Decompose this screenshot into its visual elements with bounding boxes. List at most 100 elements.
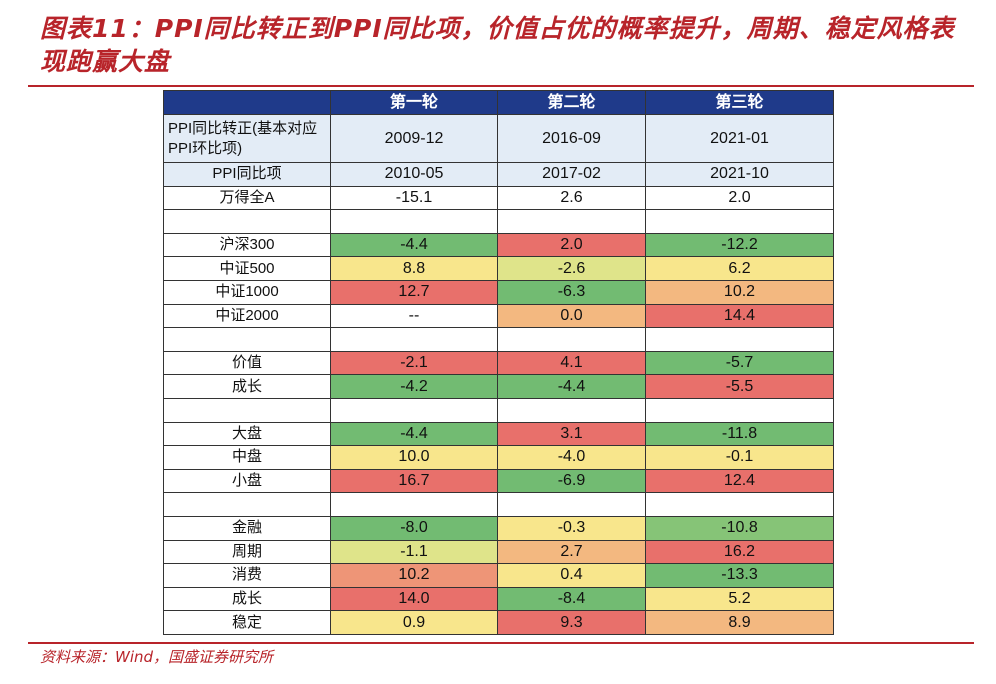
value-cell: 6.2 [645, 256, 834, 281]
value-cell: -6.3 [497, 279, 646, 305]
row-label [163, 492, 331, 517]
value-cell: -4.4 [330, 232, 498, 258]
row-label: 稳定 [163, 610, 331, 635]
value-cell: -13.3 [645, 563, 834, 588]
value-cell: 0.0 [497, 303, 646, 329]
row-label: 周期 [163, 539, 331, 565]
row-label: 成长 [163, 374, 331, 399]
table-row: 中证1000 12.7 -6.3 10.2 [163, 279, 834, 305]
header-round-3: 第三轮 [645, 90, 834, 115]
value-cell [330, 209, 498, 234]
value-cell: -8.4 [497, 586, 646, 612]
value-cell: 10.2 [330, 563, 498, 588]
value-cell: -4.4 [497, 374, 646, 399]
table-row [163, 209, 834, 234]
value-cell: 10.0 [330, 445, 498, 470]
value-cell: 0.9 [330, 610, 498, 635]
figure-title: 图表11：PPI同比转正到PPI同比项，价值占优的概率提升，周期、稳定风格表现跑… [40, 14, 955, 76]
value-cell [645, 209, 834, 234]
value-cell: 14.4 [645, 303, 834, 329]
table-row: 成长 14.0 -8.4 5.2 [163, 586, 834, 612]
value-cell: -0.3 [497, 515, 646, 541]
value-cell [645, 327, 834, 352]
table-row: 成长 -4.2 -4.4 -5.5 [163, 374, 834, 399]
row-label: 价值 [163, 350, 331, 376]
row-label: 沪深300 [163, 232, 331, 258]
footer-divider [28, 642, 974, 644]
table-row: 消费 10.2 0.4 -13.3 [163, 563, 834, 588]
value-cell: -4.0 [497, 445, 646, 470]
value-cell: -10.8 [645, 515, 834, 541]
table-row: 金融 -8.0 -0.3 -10.8 [163, 515, 834, 541]
row-label: PPI同比项 [163, 162, 331, 187]
value-cell: 2021-01 [645, 114, 834, 163]
table-row: 大盘 -4.4 3.1 -11.8 [163, 421, 834, 447]
value-cell: 0.4 [497, 563, 646, 588]
value-cell: 2.7 [497, 539, 646, 565]
value-cell: -2.6 [497, 256, 646, 281]
row-label: 小盘 [163, 468, 331, 494]
value-cell: 12.7 [330, 279, 498, 305]
value-cell: 4.1 [497, 350, 646, 376]
value-cell: -5.7 [645, 350, 834, 376]
ppi-style-table: 第一轮 第二轮 第三轮 PPI同比转正(基本对应PPI环比项) 2009-12 20… [163, 90, 834, 635]
value-cell [330, 492, 498, 517]
row-label: 中盘 [163, 445, 331, 470]
table-row: 中盘 10.0 -4.0 -0.1 [163, 445, 834, 470]
row-label: 消费 [163, 563, 331, 588]
value-cell: -4.4 [330, 421, 498, 447]
value-cell: 10.2 [645, 279, 834, 305]
table-row: PPI同比项 2010-05 2017-02 2021-10 [163, 162, 834, 187]
value-cell [645, 492, 834, 517]
row-label [163, 397, 331, 423]
row-label: 金融 [163, 515, 331, 541]
value-cell: -15.1 [330, 185, 498, 211]
row-label: 中证1000 [163, 279, 331, 305]
value-cell [330, 397, 498, 423]
table-row: PPI同比转正(基本对应PPI环比项) 2009-12 2016-09 2021-01 [163, 114, 834, 163]
value-cell: 5.2 [645, 586, 834, 612]
value-cell [330, 327, 498, 352]
row-label [163, 327, 331, 352]
value-cell [497, 492, 646, 517]
header-row: 第一轮 第二轮 第三轮 [163, 90, 834, 115]
table-row: 中证500 8.8 -2.6 6.2 [163, 256, 834, 281]
value-cell: 3.1 [497, 421, 646, 447]
table-row [163, 397, 834, 423]
value-cell: 2010-05 [330, 162, 498, 187]
header-round-1: 第一轮 [330, 90, 498, 115]
header-round-2: 第二轮 [497, 90, 646, 115]
value-cell: -0.1 [645, 445, 834, 470]
value-cell: 2.0 [497, 232, 646, 258]
value-cell [497, 209, 646, 234]
value-cell: -6.9 [497, 468, 646, 494]
table-row [163, 492, 834, 517]
value-cell: -11.8 [645, 421, 834, 447]
row-label: 成长 [163, 586, 331, 612]
value-cell: 8.9 [645, 610, 834, 635]
row-label: 中证500 [163, 256, 331, 281]
value-cell: 2009-12 [330, 114, 498, 163]
value-cell: -5.5 [645, 374, 834, 399]
title-divider [28, 85, 974, 87]
value-cell: 2017-02 [497, 162, 646, 187]
table-row [163, 327, 834, 352]
row-label: PPI同比转正(基本对应PPI环比项) [163, 114, 331, 163]
value-cell: 2.6 [497, 185, 646, 211]
table-row: 稳定 0.9 9.3 8.9 [163, 610, 834, 635]
value-cell: -- [330, 303, 498, 329]
table-row: 小盘 16.7 -6.9 12.4 [163, 468, 834, 494]
table-row: 中证2000 -- 0.0 14.4 [163, 303, 834, 329]
table-row: 万得全A -15.1 2.6 2.0 [163, 185, 834, 211]
value-cell [645, 397, 834, 423]
value-cell: 16.2 [645, 539, 834, 565]
table-row: 沪深300 -4.4 2.0 -12.2 [163, 232, 834, 258]
value-cell: -2.1 [330, 350, 498, 376]
source-note: 资料来源：Wind，国盛证券研究所 [40, 648, 274, 666]
row-label [163, 209, 331, 234]
value-cell: -4.2 [330, 374, 498, 399]
value-cell: -1.1 [330, 539, 498, 565]
value-cell [497, 327, 646, 352]
value-cell [497, 397, 646, 423]
value-cell: 2016-09 [497, 114, 646, 163]
